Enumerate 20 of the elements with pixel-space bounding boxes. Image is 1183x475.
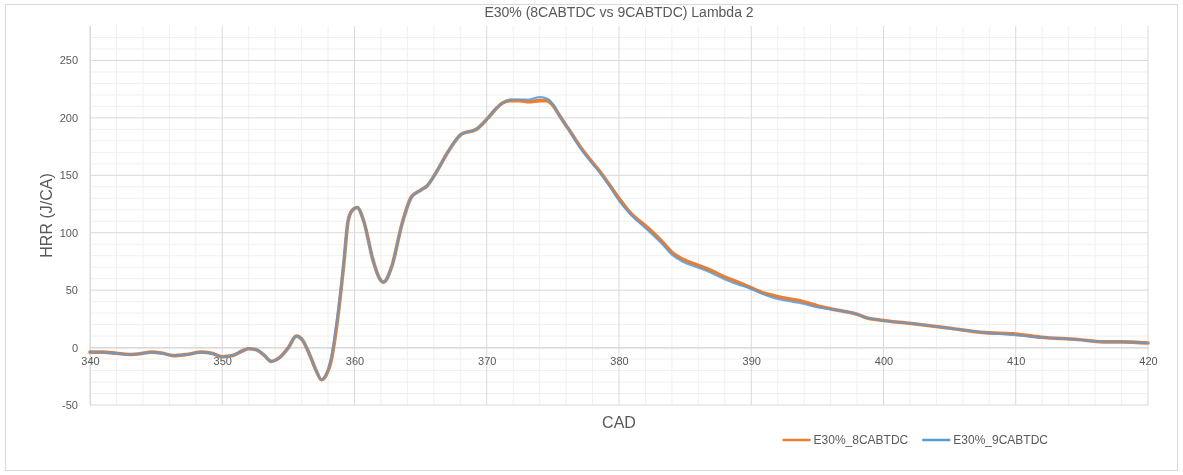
y-tick-label: 150 [59, 169, 78, 182]
x-tick-label: 340 [81, 355, 100, 368]
x-tick-label: 400 [874, 355, 894, 368]
x-tick-label: 420 [1139, 355, 1158, 368]
x-tick-label: 360 [345, 355, 365, 368]
chart-title: E30% (8CABTDC vs 9CABTDC) Lambda 2 [484, 4, 754, 20]
x-tick-label: 380 [610, 355, 629, 368]
x-tick-label: 370 [478, 355, 497, 368]
y-tick-label: 250 [59, 54, 78, 67]
y-tick-label: -50 [62, 399, 78, 412]
y-tick-label: 100 [59, 226, 78, 239]
legend-label: E30%_8CABTDC [813, 433, 909, 447]
legend-label: E30%_9CABTDC [953, 433, 1049, 447]
y-axis-title: HRR (J/CA) [38, 173, 55, 258]
y-tick-label: 50 [65, 284, 78, 297]
x-tick-label: 390 [742, 355, 761, 368]
x-axis-title: CAD [602, 414, 636, 431]
y-tick-label: 0 [71, 341, 78, 354]
x-tick-label: 410 [1007, 355, 1026, 368]
y-tick-label: 200 [59, 111, 78, 124]
